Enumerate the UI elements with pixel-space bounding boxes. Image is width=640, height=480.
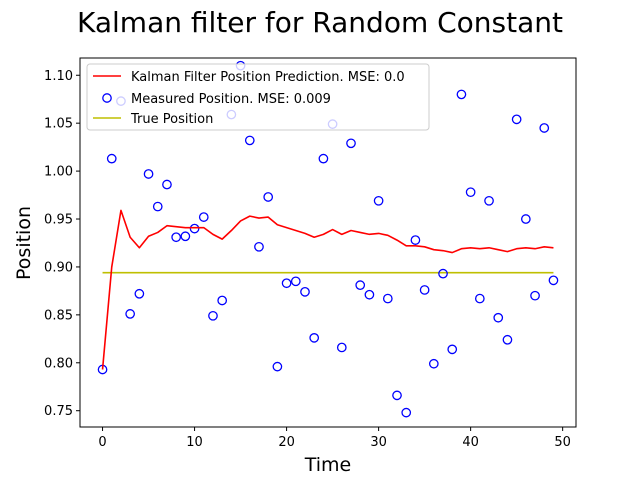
y-tick-label: 0.90: [44, 260, 73, 275]
measured-point: [465, 187, 476, 198]
measured-point: [539, 123, 550, 133]
kalman-prediction-line: [101, 209, 554, 370]
chart-title: Kalman filter for Random Constant: [77, 6, 563, 39]
legend-measured-marker-swatch: [102, 93, 112, 103]
measured-point: [373, 195, 384, 206]
y-tick-label: 1.00: [44, 165, 73, 180]
measured-point: [244, 135, 255, 146]
x-tick-label: 10: [186, 435, 203, 450]
y-tick-label: 1.05: [44, 117, 73, 132]
measured-point: [309, 333, 320, 343]
measured-point: [364, 289, 375, 300]
legend-measured-label: Measured Position. MSE: 0.009: [131, 92, 331, 107]
measured-point: [318, 153, 329, 164]
series-layer: [97, 60, 559, 418]
measured-point: [198, 212, 209, 222]
measured-point: [438, 268, 448, 279]
axes-frame: [79, 57, 577, 428]
measured-point: [217, 295, 228, 306]
measured-point: [162, 179, 172, 190]
measured-point: [419, 285, 430, 295]
measured-point: [152, 201, 163, 212]
measured-point: [346, 138, 356, 149]
measured-point: [263, 192, 274, 202]
y-tick-label: 1.10: [44, 69, 73, 84]
y-tick-label: 0.95: [44, 213, 73, 228]
x-tick-label: 30: [370, 435, 387, 450]
legend-box: [86, 63, 430, 131]
measured-point: [447, 344, 458, 355]
measured-point: [502, 334, 513, 345]
measured-point: [290, 276, 301, 287]
measured-point: [511, 114, 522, 125]
legend: Kalman Filter Position Prediction. MSE: …: [86, 63, 430, 131]
measured-point: [484, 195, 494, 206]
measured-point: [189, 223, 200, 234]
measured-point: [300, 287, 310, 297]
measured-point: [474, 293, 485, 304]
measured-point: [281, 278, 292, 289]
x-tick-label: 40: [462, 435, 479, 450]
measured-point: [208, 310, 218, 321]
x-axis-label: Time: [304, 454, 352, 476]
x-tick-label: 50: [554, 435, 571, 450]
measured-point: [254, 241, 264, 252]
legend-true-label: True Position: [130, 112, 213, 127]
measured-point: [410, 235, 421, 245]
ticks-layer: 0 10 20 30 40 50 0.75 0.80 0.85 0.90 0.95 1.00 1.05 1…: [44, 69, 571, 450]
measured-point: [171, 232, 182, 243]
measured-point: [125, 309, 136, 319]
measured-point: [456, 89, 467, 100]
y-tick-label: 0.85: [44, 308, 73, 323]
measured-point: [180, 231, 191, 242]
measured-point: [401, 407, 412, 418]
x-tick-label: 20: [278, 435, 295, 450]
measured-point: [355, 280, 366, 291]
x-tick-label: 0: [98, 435, 106, 450]
y-tick-label: 0.75: [44, 404, 73, 419]
measured-point: [336, 342, 347, 353]
legend-kalman-label: Kalman Filter Position Prediction. MSE: …: [131, 70, 405, 85]
measured-point: [272, 361, 283, 372]
measured-point: [106, 153, 117, 164]
measured-point: [382, 293, 393, 304]
measured-point: [428, 358, 439, 369]
measured-point: [530, 290, 540, 301]
measured-point: [548, 275, 559, 286]
y-tick-label: 0.80: [44, 356, 73, 371]
measured-point: [143, 169, 154, 179]
y-axis-label: Position: [13, 206, 35, 280]
measured-point: [520, 214, 531, 224]
measured-point: [392, 390, 402, 401]
measured-point: [493, 312, 504, 323]
measured-point: [134, 288, 145, 299]
